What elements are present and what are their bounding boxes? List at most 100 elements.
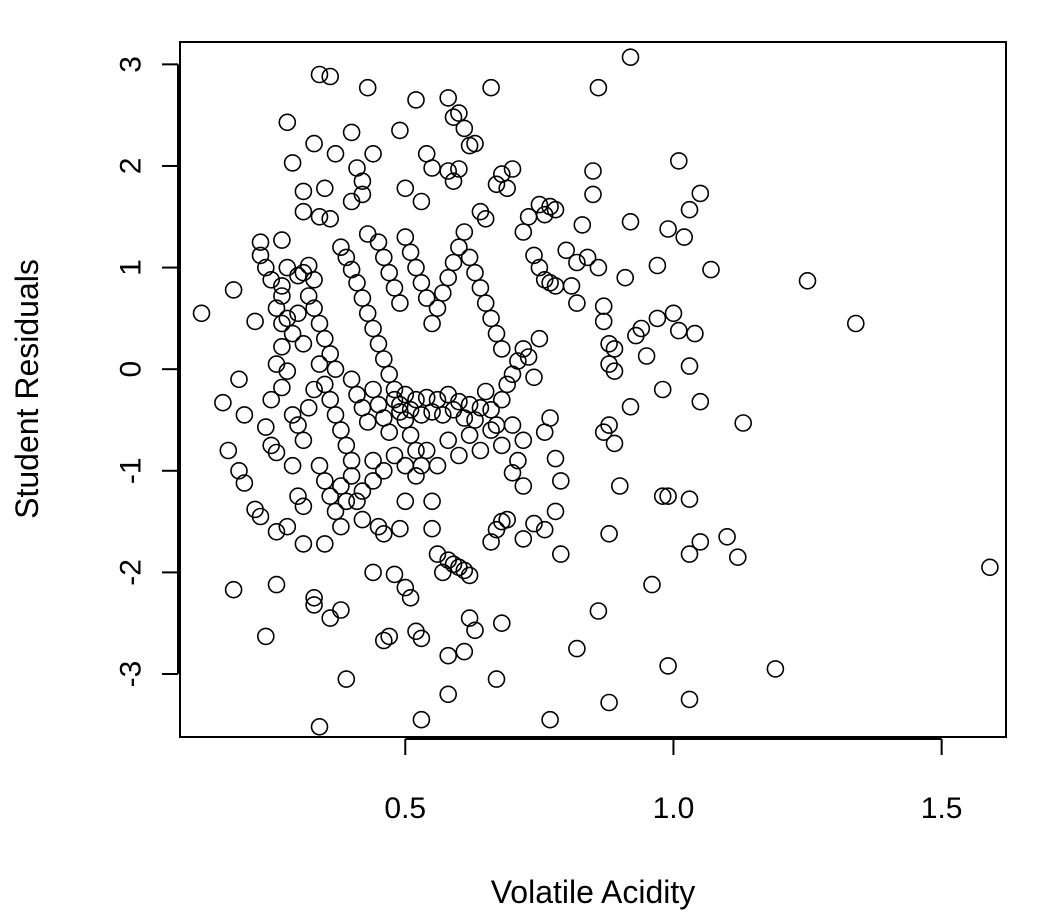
data-point [401,588,420,607]
data-point [637,347,656,365]
data-point [498,375,517,394]
data-point [332,477,350,495]
data-point [428,390,447,409]
data-point [374,524,393,543]
data-point [439,268,458,287]
data-point [482,400,500,419]
data-point [385,565,404,584]
data-point [450,392,468,411]
data-point [648,256,667,275]
data-point [364,380,382,399]
data-point [412,192,431,211]
data-point [428,545,447,563]
data-point [578,248,597,267]
data-point [444,253,463,272]
data-point [433,284,452,302]
y-tick-label: 2 [115,158,148,175]
data-point [557,241,576,260]
data-point [412,456,431,475]
data-point [278,309,297,328]
data-point [482,78,500,97]
data-point [423,492,441,511]
y-tick-label: -2 [115,559,148,586]
data-point [471,398,490,417]
data-point [407,390,425,409]
data-point [450,160,468,178]
data-point [621,48,640,67]
data-point [353,289,372,307]
data-point [246,500,264,519]
data-point [310,456,329,475]
data-point [369,517,388,536]
data-point [568,639,586,658]
data-point [267,299,286,318]
data-point [659,220,677,238]
data-point [315,375,334,394]
data-point [669,321,688,340]
data-point [385,390,404,409]
data-point [283,406,302,424]
data-point [305,134,323,153]
data-point [364,145,382,163]
data-point [294,334,313,353]
data-point [450,238,468,256]
data-point [766,660,785,678]
data-point [616,268,635,287]
data-point [337,436,356,455]
data-point [514,223,533,241]
x-tick-label: 0.5 [384,792,426,825]
data-point [444,172,463,190]
data-point [476,382,495,401]
data-point [600,524,618,543]
x-tick-label: 1.5 [921,792,963,825]
data-point [482,421,500,439]
data-point [219,441,238,460]
data-point [305,588,323,607]
data-point [568,294,586,312]
data-point [535,423,554,442]
data-point [514,477,533,495]
data-point [385,279,404,297]
data-point [310,208,329,226]
data-point [315,472,334,490]
data-point [305,596,323,614]
y-tick-label: 0 [115,361,148,378]
data-point [235,474,254,492]
data-point [332,238,350,256]
data-point [428,299,447,318]
data-point [439,685,458,704]
data-point [396,228,415,246]
data-point [412,273,431,292]
data-point [450,104,468,122]
data-point [455,642,474,661]
data-point [605,340,624,358]
data-point [283,154,302,172]
data-point [294,182,313,201]
data-point [332,421,350,439]
data-point [337,248,356,267]
data-point [439,646,458,665]
data-point [391,395,409,414]
data-point [621,397,640,416]
data-point [439,89,458,107]
data-point [385,446,404,465]
data-point [460,609,479,627]
data-point [600,355,618,373]
data-point [492,436,511,455]
data-point [605,362,624,381]
data-point [686,324,704,343]
data-point [600,416,618,434]
data-point [401,426,420,445]
data-point [407,258,425,277]
data-point [289,304,307,323]
data-point [374,350,393,368]
data-point [525,514,543,533]
data-point [256,627,275,646]
data-point [680,690,699,709]
data-point [391,121,409,140]
data-point [423,403,441,421]
data-point [466,134,484,153]
data-point [396,492,415,511]
data-point [584,185,602,204]
